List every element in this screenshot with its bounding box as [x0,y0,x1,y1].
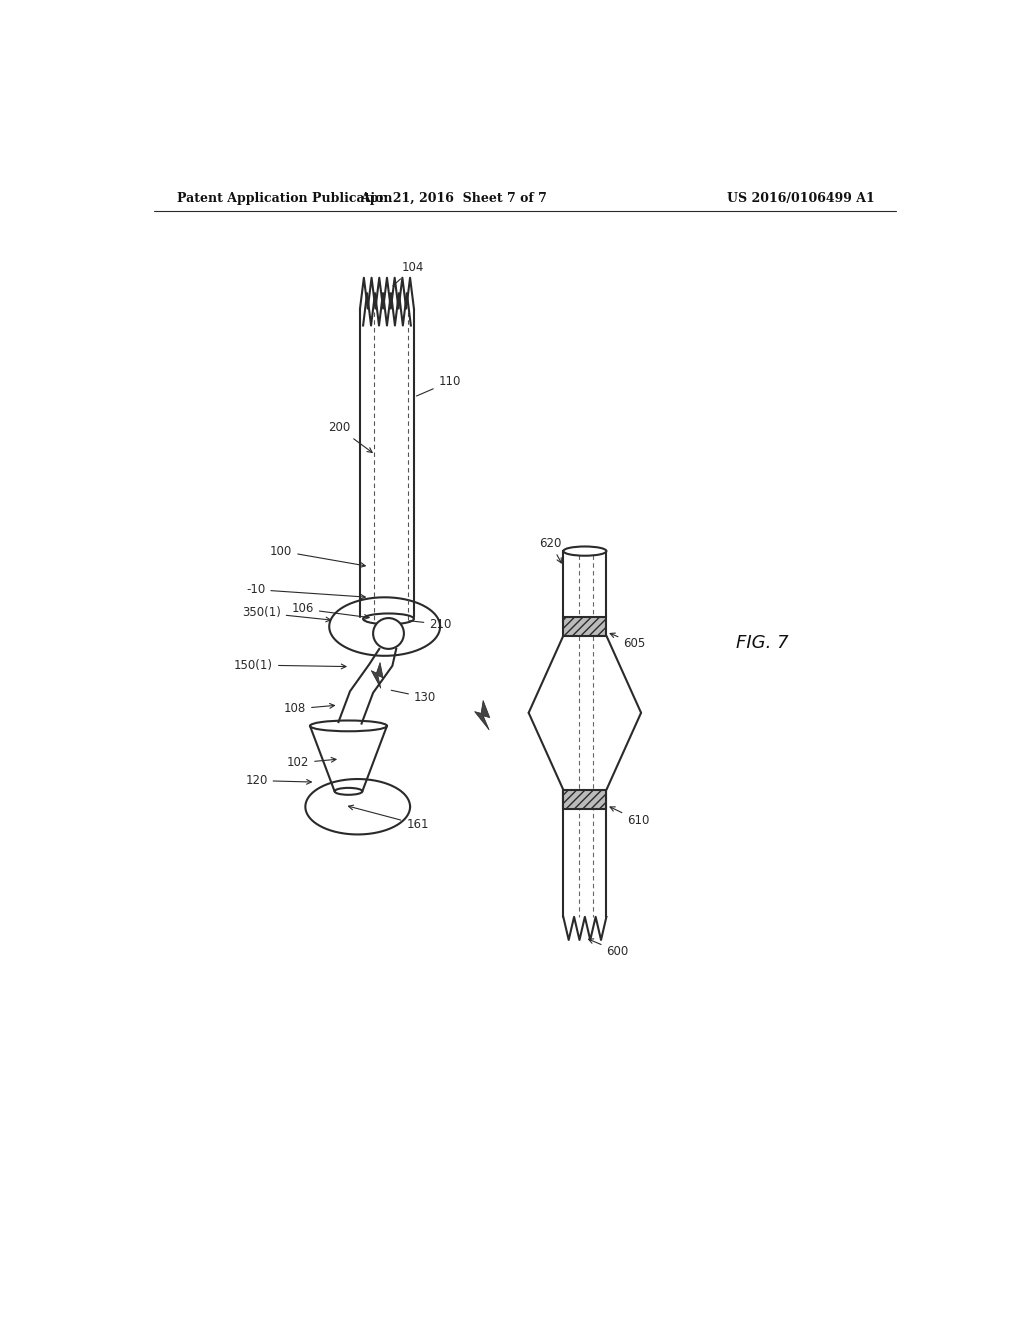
Text: 200: 200 [328,421,372,453]
Text: 104: 104 [393,261,424,286]
Ellipse shape [563,546,606,556]
Circle shape [373,618,403,649]
Text: 108: 108 [284,702,335,715]
Text: 600: 600 [589,939,629,958]
Text: 620: 620 [540,536,562,562]
Text: 150(1): 150(1) [234,659,346,672]
Polygon shape [372,663,383,688]
Text: 130: 130 [391,690,436,704]
Text: 161: 161 [348,805,429,832]
Bar [563,789,606,809]
Text: 610: 610 [610,807,649,828]
Text: Apr. 21, 2016  Sheet 7 of 7: Apr. 21, 2016 Sheet 7 of 7 [360,191,548,205]
Text: 100: 100 [270,545,366,568]
Text: Patent Application Publication: Patent Application Publication [177,191,392,205]
Text: 102: 102 [287,756,336,770]
Polygon shape [474,701,489,730]
Text: 120: 120 [245,774,311,787]
Text: 210: 210 [409,618,452,631]
Text: 350(1): 350(1) [242,606,331,622]
Text: -10: -10 [246,583,366,599]
Bar [563,616,606,636]
Text: FIG. 7: FIG. 7 [735,635,788,652]
Text: 110: 110 [417,375,461,396]
Text: 605: 605 [610,634,645,649]
Text: 106: 106 [292,602,369,619]
Text: US 2016/0106499 A1: US 2016/0106499 A1 [727,191,874,205]
